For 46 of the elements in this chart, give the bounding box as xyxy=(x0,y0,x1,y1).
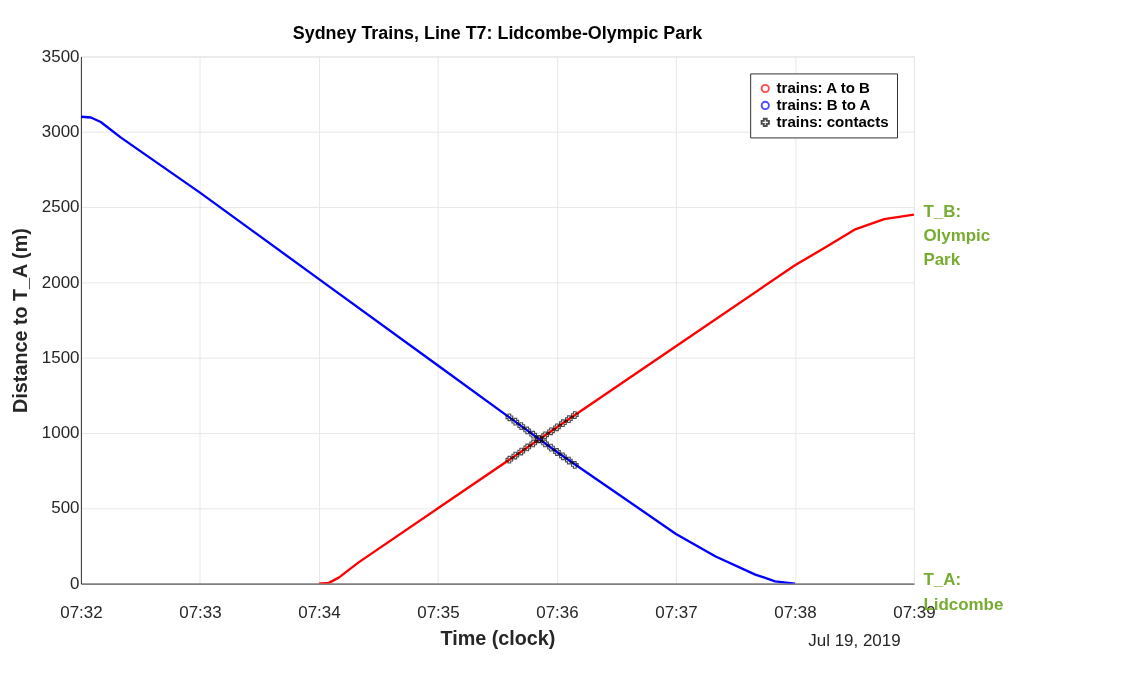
point xyxy=(511,451,520,460)
point xyxy=(517,422,526,430)
point xyxy=(547,443,555,452)
point xyxy=(517,447,526,456)
y-tick-label: 3500 xyxy=(41,46,80,66)
y-tick-label: 0 xyxy=(70,573,80,593)
y-axis-title: Distance to T_A (m) xyxy=(8,228,31,413)
legend-label: trains: contacts xyxy=(776,113,889,131)
point xyxy=(570,461,579,469)
point xyxy=(547,427,555,436)
y-tick-label: 2000 xyxy=(41,272,80,292)
x-tick-label: 07:34 xyxy=(298,602,341,622)
point xyxy=(564,456,573,465)
annotation: T_B: Olympic Park xyxy=(923,201,991,270)
point xyxy=(505,413,514,422)
x-tick-label: 07:33 xyxy=(179,602,222,622)
y-tick-label: 2500 xyxy=(41,197,80,217)
point xyxy=(553,448,561,456)
y-tick-label: 1000 xyxy=(41,423,80,443)
point xyxy=(505,455,514,464)
point xyxy=(523,443,532,452)
line-series xyxy=(317,213,914,584)
y-tick-label: 1500 xyxy=(41,347,80,367)
x-tick-label: 07:36 xyxy=(536,602,579,622)
point xyxy=(529,439,538,448)
point xyxy=(559,452,567,461)
point xyxy=(511,417,520,426)
text: Jul 19, 2019 xyxy=(808,630,901,650)
x-axis-title: Time (clock) xyxy=(440,627,556,650)
point xyxy=(541,431,549,440)
x-tick-label: 07:35 xyxy=(417,602,460,622)
point xyxy=(559,419,567,428)
x-tick-label: 07:32 xyxy=(60,602,103,622)
legend-label: trains: B to A xyxy=(776,96,871,114)
x-tick-label: 07:37 xyxy=(655,602,698,622)
chart-title: Sydney Trains, Line T7: Lidcombe-Olympic Park xyxy=(292,22,703,43)
legend-label: trains: A to B xyxy=(776,79,871,97)
y-tick-label: 500 xyxy=(51,498,80,518)
point xyxy=(541,439,549,448)
point xyxy=(553,423,561,432)
point xyxy=(570,411,579,419)
point xyxy=(529,430,538,439)
y-tick-label: 3000 xyxy=(41,121,80,141)
x-tick-label: 07:38 xyxy=(774,602,817,622)
point xyxy=(564,415,573,424)
point xyxy=(523,426,532,435)
